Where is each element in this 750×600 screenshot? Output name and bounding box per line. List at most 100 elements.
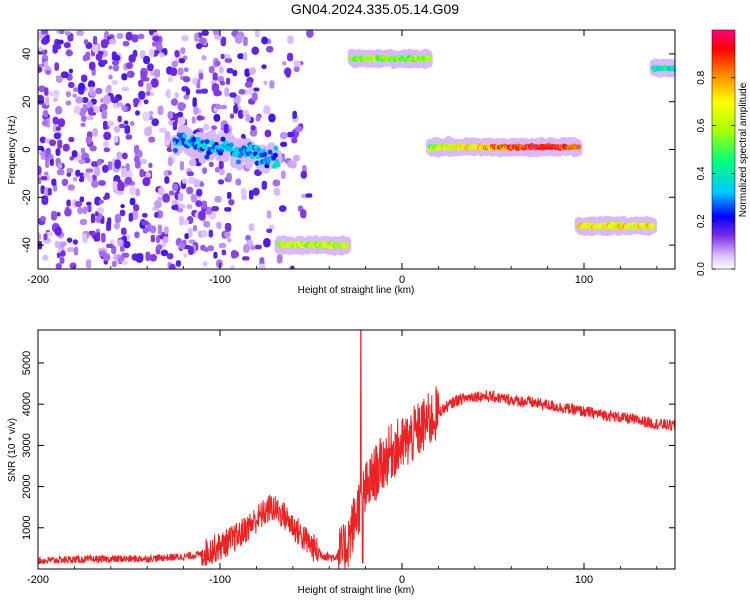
- heatmap-cell: [141, 213, 148, 218]
- heatmap-cell: [214, 195, 222, 203]
- heatmap-cell: [137, 33, 145, 40]
- heatmap-cell: [143, 99, 149, 105]
- heatmap-cell: [168, 157, 173, 167]
- snr-x-tick-label: 0: [399, 574, 405, 586]
- heatmap-cell: [90, 213, 96, 224]
- heatmap-cell: [113, 135, 119, 143]
- heatmap-cell: [245, 234, 251, 242]
- heatmap-cell: [112, 64, 120, 72]
- heatmap-cell: [99, 103, 108, 111]
- heatmap-cell: [192, 225, 198, 232]
- heatmap-cell: [39, 136, 46, 144]
- heatmap-cell: [103, 131, 112, 141]
- heatmap-cell: [198, 210, 206, 221]
- heatmap-cell: [191, 116, 196, 124]
- heatmap-cell: [276, 253, 283, 264]
- heatmap-cell: [230, 249, 238, 259]
- heatmap-cell: [187, 246, 194, 255]
- heatmap-cell: [107, 161, 113, 171]
- heatmap-cell: [125, 134, 133, 140]
- heatmap-cell: [75, 96, 83, 104]
- heatmap-cell: [280, 170, 286, 180]
- heatmap-cell: [55, 75, 63, 80]
- heatmap-cell: [170, 98, 178, 106]
- heatmap-cell: [145, 171, 151, 178]
- heatmap-cell: [148, 162, 153, 168]
- heatmap-cell: [101, 109, 108, 120]
- heatmap-cell: [243, 52, 248, 61]
- heatmap-cell: [82, 206, 87, 215]
- heatmap-cell: [215, 103, 221, 110]
- heatmap-cell: [121, 104, 127, 112]
- heatmap-cell: [195, 200, 203, 207]
- heatmap-cell: [261, 64, 267, 70]
- heatmap-cell: [175, 260, 182, 267]
- heatmap-cell: [177, 192, 184, 202]
- heatmap-cell: [78, 82, 86, 92]
- heatmap-cell: [179, 161, 185, 171]
- heatmap-cell: [156, 244, 163, 251]
- heatmap-cell: [56, 212, 61, 217]
- heatmap-cell: [202, 167, 207, 175]
- heatmap-cell: [195, 89, 203, 94]
- heatmap-cell: [198, 37, 207, 44]
- heatmap-cell: [125, 62, 133, 70]
- heatmap-cell: [235, 178, 242, 186]
- heatmap-cell: [80, 74, 88, 83]
- heatmap-cell: [279, 131, 288, 140]
- heatmap-cell: [82, 103, 87, 114]
- spectrogram-x-tick-label: 0: [399, 274, 405, 286]
- heatmap-cell: [83, 39, 89, 45]
- heatmap-cell: [76, 30, 85, 36]
- heatmap-cell: [186, 186, 194, 195]
- heatmap-cell: [141, 220, 149, 226]
- heatmap-cell: [264, 129, 272, 138]
- heatmap-cell: [177, 203, 186, 209]
- heatmap-cell: [228, 198, 235, 206]
- heatmap-cell: [278, 205, 287, 212]
- heatmap-cell: [192, 97, 197, 108]
- heatmap-cell: [198, 72, 204, 80]
- heatmap-cell: [251, 92, 258, 102]
- heatmap-cell: [157, 224, 163, 235]
- colorbar-tick-label: 0.8: [696, 70, 707, 84]
- heatmap-cell: [57, 118, 66, 128]
- heatmap-cell: [233, 104, 238, 114]
- heatmap-cell: [218, 168, 225, 176]
- heatmap-cell: [220, 36, 227, 47]
- colorbar-tick-label: 0.0: [696, 262, 707, 276]
- heatmap-cell: [53, 124, 58, 133]
- heatmap-cell: [272, 179, 281, 187]
- spectrogram-x-tick-label: 100: [575, 274, 593, 286]
- heatmap-cell: [272, 152, 278, 158]
- heatmap-cell: [52, 89, 60, 98]
- heatmap-cell: [124, 124, 131, 135]
- heatmap-cell: [227, 237, 232, 243]
- spectrogram-y-tick-label: -40: [21, 237, 33, 253]
- heatmap-cell: [125, 31, 133, 41]
- heatmap-cell: [426, 55, 432, 61]
- heatmap-cell: [41, 195, 49, 205]
- snr-y-axis-label: SNR (10 * v/v): [7, 418, 18, 482]
- heatmap-cell: [43, 61, 49, 68]
- heatmap-cell: [66, 167, 74, 174]
- heatmap-cell: [268, 113, 276, 123]
- snr-y-ticks: 1000 2000 3000 4000 5000: [21, 351, 675, 540]
- heatmap-cell: [135, 110, 140, 116]
- spectrogram-y-ticks: -40 -20 0 20 40: [21, 48, 675, 253]
- heatmap-cell: [183, 253, 188, 258]
- heatmap-cell: [46, 232, 53, 237]
- heatmap-cell: [117, 181, 125, 192]
- heatmap-cell: [201, 30, 209, 36]
- heatmap-cell: [135, 252, 144, 263]
- heatmap-cell: [187, 171, 194, 177]
- heatmap-cell: [57, 139, 63, 149]
- heatmap-cell: [68, 68, 73, 74]
- heatmap-cell: [134, 231, 140, 239]
- heatmap-cell: [55, 126, 61, 131]
- heatmap-cell: [218, 242, 227, 249]
- heatmap-cell: [79, 218, 88, 226]
- heatmap-cell: [40, 176, 48, 181]
- heatmap-cell: [114, 159, 121, 169]
- heatmap-cell: [51, 178, 57, 186]
